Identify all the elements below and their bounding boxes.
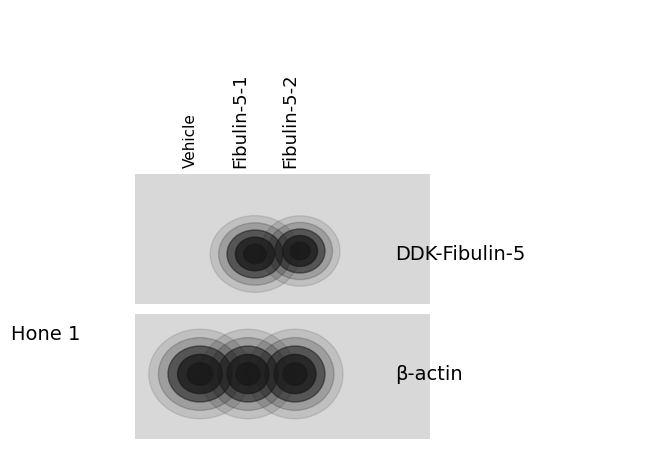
- Ellipse shape: [260, 216, 340, 286]
- Ellipse shape: [256, 338, 334, 410]
- Ellipse shape: [283, 236, 317, 267]
- Text: Vehicle: Vehicle: [183, 113, 198, 168]
- Ellipse shape: [274, 355, 316, 394]
- Ellipse shape: [187, 363, 213, 386]
- Ellipse shape: [275, 230, 325, 274]
- Ellipse shape: [149, 330, 251, 419]
- Ellipse shape: [290, 243, 310, 260]
- Ellipse shape: [159, 338, 242, 410]
- Text: β-actin: β-actin: [395, 365, 463, 384]
- Ellipse shape: [210, 216, 300, 293]
- Ellipse shape: [209, 338, 287, 410]
- Ellipse shape: [227, 230, 283, 279]
- Ellipse shape: [218, 224, 291, 285]
- Ellipse shape: [265, 346, 325, 402]
- FancyBboxPatch shape: [135, 314, 430, 439]
- Ellipse shape: [200, 330, 296, 419]
- Ellipse shape: [235, 238, 274, 271]
- Ellipse shape: [177, 355, 222, 394]
- Ellipse shape: [236, 363, 260, 386]
- Ellipse shape: [218, 346, 278, 402]
- Text: Fibulin-5-1: Fibulin-5-1: [231, 73, 249, 168]
- Ellipse shape: [227, 355, 269, 394]
- Ellipse shape: [283, 363, 307, 386]
- Text: Fibulin-5-2: Fibulin-5-2: [281, 73, 299, 168]
- Text: Hone 1: Hone 1: [10, 325, 80, 344]
- Ellipse shape: [247, 330, 343, 419]
- Text: DDK-Fibulin-5: DDK-Fibulin-5: [395, 245, 525, 264]
- Ellipse shape: [168, 346, 232, 402]
- Ellipse shape: [244, 245, 266, 264]
- Ellipse shape: [268, 223, 333, 280]
- FancyBboxPatch shape: [135, 174, 430, 304]
